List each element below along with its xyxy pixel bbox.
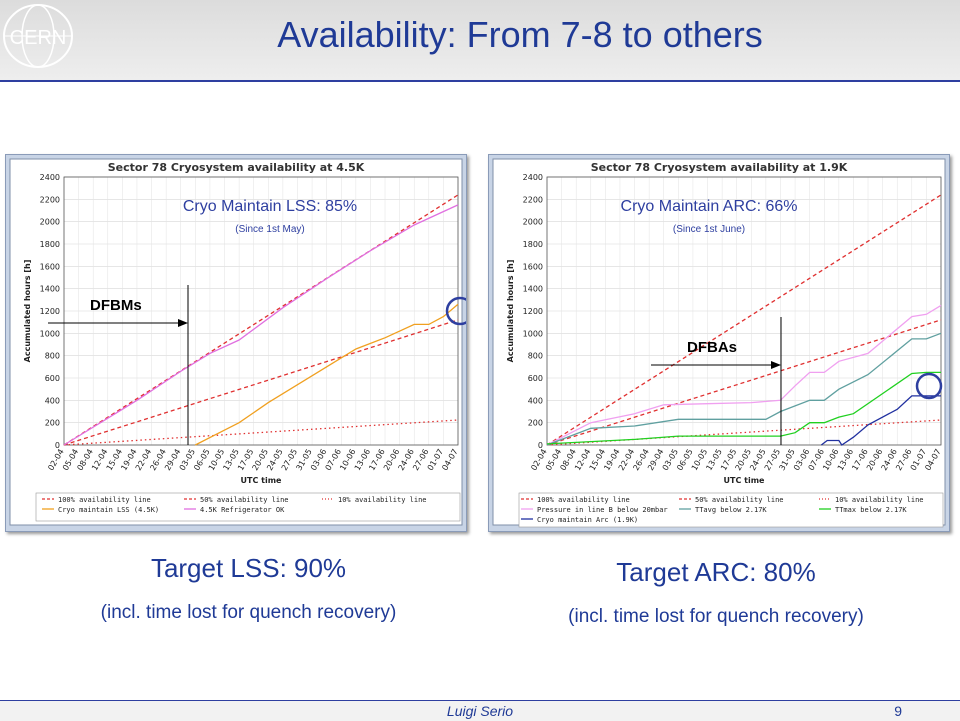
target-lss: Target LSS: 90% (150, 553, 347, 583)
dfba-arrowhead (771, 361, 781, 369)
series-line (546, 419, 942, 446)
availability-annotation: Cryo Maintain LSS: 85% (183, 198, 357, 215)
legend-label: TTavg below 2.17K (695, 506, 767, 514)
y-tick-label: 800 (45, 352, 60, 361)
plot-area (546, 176, 942, 446)
y-tick-label: 1200 (40, 307, 60, 316)
y-tick-label: 2200 (523, 195, 543, 204)
legend-label: Pressure in line B below 20mbar (537, 506, 668, 514)
y-tick-label: 1600 (523, 262, 543, 271)
series-line (546, 194, 942, 446)
legend-label: 100% availability line (537, 496, 630, 504)
y-tick-label: 1800 (40, 240, 60, 249)
y-tick-label: 0 (538, 441, 543, 450)
y-tick-label: 200 (45, 419, 60, 428)
target-arc: Target ARC: 80% (616, 557, 816, 587)
y-axis-label: Accumulated hours [h] (23, 260, 32, 363)
slide-title: Availability: From 7-8 to others (277, 14, 763, 55)
y-tick-label: 0 (55, 441, 60, 450)
series-line (546, 319, 942, 446)
chart-title: Sector 78 Cryosystem availability at 1.9… (591, 161, 848, 174)
y-tick-label: 1000 (523, 329, 543, 338)
y-axis-label: Accumulated hours [h] (506, 260, 515, 363)
y-tick-label: 2400 (523, 173, 543, 182)
legend-label: 4.5K Refrigerator OK (200, 506, 285, 514)
y-tick-label: 400 (45, 396, 60, 405)
legend-label: TTmax below 2.17K (835, 506, 907, 514)
logo-text: CERN (10, 27, 67, 49)
series-line (63, 204, 459, 446)
chart-panel-lss: Sector 78 Cryosystem availability at 4.5… (5, 154, 467, 532)
legend-label: 100% availability line (58, 496, 151, 504)
x-axis-label: UTC time (724, 476, 766, 485)
footer-page-number: 9 (894, 703, 902, 719)
series-line (63, 194, 459, 446)
y-tick-label: 800 (528, 352, 543, 361)
y-tick-label: 1000 (40, 329, 60, 338)
series-line (63, 319, 459, 446)
x-axis-label: UTC time (241, 476, 283, 485)
series-line (546, 304, 942, 446)
y-tick-label: 400 (528, 396, 543, 405)
y-tick-label: 2000 (40, 218, 60, 227)
y-tick-label: 1400 (40, 285, 60, 294)
legend-label: 10% availability line (338, 496, 427, 504)
slide-footer: Luigi Serio 9 (0, 700, 960, 721)
target-lss-note: (incl. time lost for quench recovery) (100, 602, 397, 623)
chart-legend (35, 492, 461, 522)
y-tick-label: 200 (528, 419, 543, 428)
dfbm-label: DFBMs (90, 297, 142, 314)
legend-label: 50% availability line (200, 496, 289, 504)
chart-title: Sector 78 Cryosystem availability at 4.5… (108, 161, 365, 174)
series-line (820, 395, 941, 446)
plot-area (63, 176, 459, 446)
y-tick-label: 1200 (523, 307, 543, 316)
y-tick-label: 2200 (40, 195, 60, 204)
series-line (63, 419, 459, 446)
y-tick-label: 1800 (523, 240, 543, 249)
dfba-label: DFBAs (687, 339, 737, 356)
series-line (546, 371, 941, 445)
chart-arc-svg: Sector 78 Cryosystem availability at 1.9… (492, 158, 946, 528)
chart-lss-svg: Sector 78 Cryosystem availability at 4.5… (9, 158, 466, 526)
footer-author: Luigi Serio (446, 703, 514, 719)
y-tick-label: 600 (45, 374, 60, 383)
series-line (546, 332, 942, 446)
chart-legend (518, 492, 944, 528)
legend-label: 50% availability line (695, 496, 784, 504)
y-tick-label: 1600 (40, 262, 60, 271)
highlight-circle (445, 296, 466, 326)
target-arc-note: (incl. time lost for quench recovery) (568, 606, 864, 627)
chart-panel-arc: Sector 78 Cryosystem availability at 1.9… (488, 154, 950, 532)
legend-label: Cryo maintain LSS (4.5K) (58, 506, 159, 514)
cern-logo-icon: CERN (3, 4, 73, 68)
series-line (195, 303, 459, 446)
y-tick-label: 1400 (523, 285, 543, 294)
availability-since-note: (Since 1st May) (235, 224, 304, 235)
dfbm-arrowhead (178, 319, 188, 327)
y-tick-label: 2400 (40, 173, 60, 182)
slide-header: CERN Availability: From 7-8 to others (0, 0, 960, 82)
availability-annotation: Cryo Maintain ARC: 66% (621, 198, 798, 215)
y-tick-label: 2000 (523, 218, 543, 227)
legend-label: 10% availability line (835, 496, 924, 504)
legend-label: Cryo maintain Arc (1.9K) (537, 516, 638, 524)
availability-since-note: (Since 1st June) (673, 224, 745, 235)
highlight-circle (915, 372, 943, 400)
y-tick-label: 600 (528, 374, 543, 383)
